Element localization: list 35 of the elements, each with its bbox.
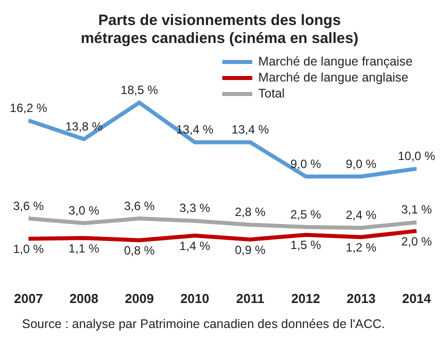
chart-title: Parts de visionnements des longs métrages canadiens (cinéma en salles) (80, 12, 358, 48)
data-label: 1,0 % (13, 242, 44, 256)
data-label: 10,0 % (398, 149, 436, 164)
x-tick-label: 2014 (402, 290, 432, 306)
data-label: 2,4 % (346, 208, 377, 222)
data-label: 13,4 % (232, 122, 270, 137)
source-note: Source : analyse par Patrimoine canadien des données de l'ACC. (21, 317, 386, 331)
data-label: 9,0 % (346, 156, 377, 171)
data-label: 1,2 % (346, 240, 377, 254)
data-label: 2,8 % (234, 205, 266, 220)
data-label: 1,4 % (179, 238, 210, 253)
x-tick-label: 2010 (180, 290, 210, 306)
data-label: 1,1 % (68, 241, 100, 256)
data-label: 0,8 % (124, 244, 156, 258)
legend-label: Marché de langue française (258, 54, 413, 68)
x-tick-label: 2012 (291, 290, 320, 306)
x-tick-label: 2008 (69, 290, 98, 306)
data-label: 1,5 % (290, 238, 322, 252)
data-label: 9,0 % (290, 156, 322, 171)
data-label: 3,0 % (68, 203, 100, 218)
legend-label: Total (258, 86, 285, 100)
data-label: 0,9 % (234, 242, 266, 257)
x-tick-label: 2009 (124, 290, 154, 306)
data-label: 16,2 % (10, 100, 48, 115)
data-label: 2,5 % (290, 207, 322, 222)
data-label: 3,1 % (401, 202, 432, 217)
data-label: 18,5 % (120, 82, 158, 97)
data-label: 3,6 % (13, 198, 44, 213)
x-tick-label: 2007 (14, 290, 43, 306)
data-label: 3,3 % (179, 201, 210, 216)
data-label: 2,0 % (401, 234, 432, 248)
x-tick-label: 2013 (346, 290, 376, 306)
data-label: 3,6 % (124, 198, 156, 213)
legend-label: Marché de langue anglaise (258, 70, 408, 84)
x-tick-label: 2011 (236, 290, 264, 306)
